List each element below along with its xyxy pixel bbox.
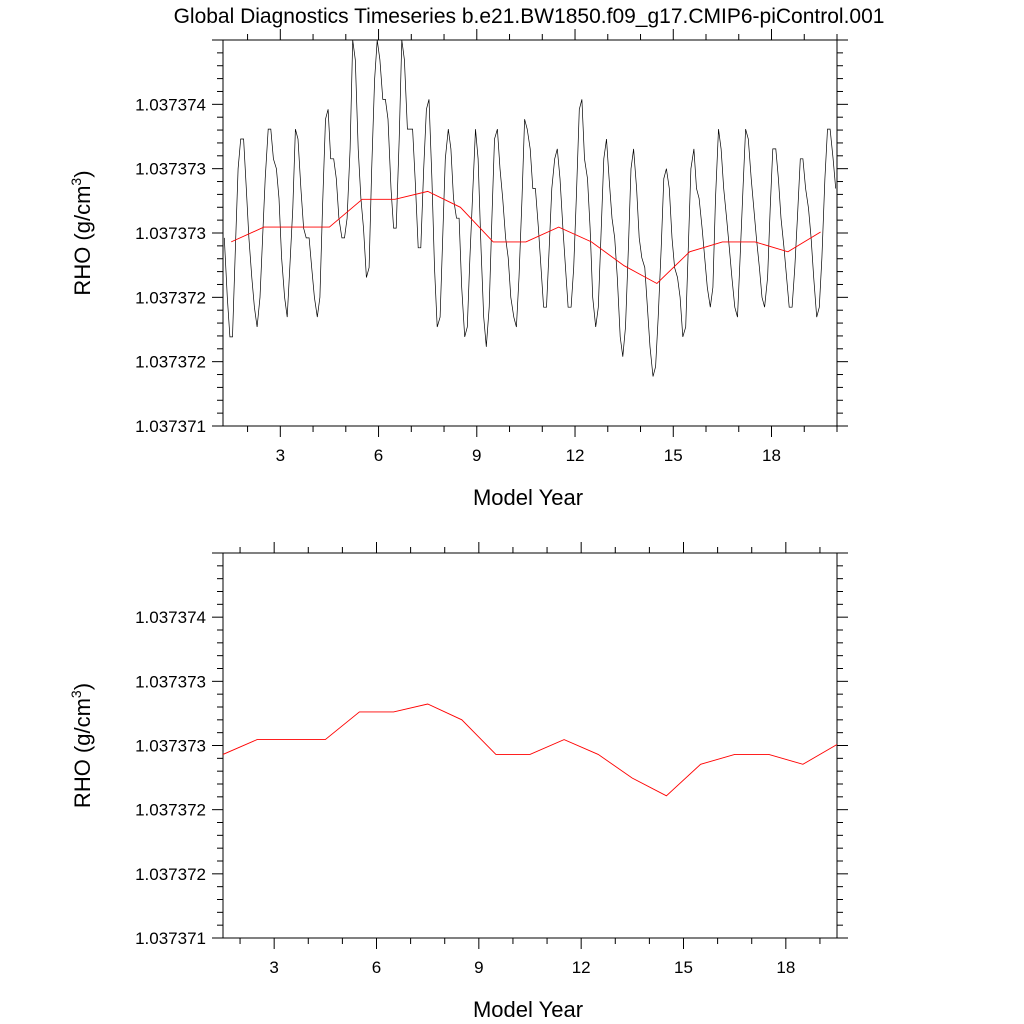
plot-frame bbox=[222, 552, 838, 939]
monthly-series-line bbox=[223, 40, 837, 377]
annual-mean-series-line bbox=[231, 190, 821, 285]
y-tick-label: 1.037374 bbox=[135, 95, 206, 114]
y-tick-label: 1.037373 bbox=[135, 737, 206, 756]
x-axis-title: Model Year bbox=[473, 997, 583, 1022]
y-axis-title-close: ) bbox=[70, 170, 95, 177]
x-tick-label: 6 bbox=[372, 958, 381, 977]
x-tick-label: 6 bbox=[374, 446, 383, 465]
y-axis-title: RHO (g/cm3) bbox=[68, 683, 95, 808]
bottom-panel: 3 6 9 12 15 18 1.037371 1.037372 1.037372 1.03737… bbox=[68, 542, 848, 1022]
annual-mean-series-line bbox=[223, 703, 837, 797]
y-axis-title-sup: 3 bbox=[68, 178, 84, 186]
y-axis-title-close: ) bbox=[70, 683, 95, 690]
y-tick-label: 1.037371 bbox=[135, 929, 206, 948]
x-tick-label: 3 bbox=[276, 446, 285, 465]
top-panel: 3 6 9 12 15 18 1.037371 1.037372 1.037372 1.03737… bbox=[68, 29, 848, 510]
y-tick-label: 1.037373 bbox=[135, 224, 206, 243]
x-tick-label: 9 bbox=[474, 958, 483, 977]
x-axis-title: Model Year bbox=[473, 485, 583, 510]
y-tick-label: 1.037371 bbox=[135, 417, 206, 436]
y-axis-title: RHO (g/cm3) bbox=[68, 170, 95, 295]
x-tick-label: 18 bbox=[762, 446, 781, 465]
plot-frame bbox=[222, 39, 838, 427]
y-tick-label: 1.037372 bbox=[135, 288, 206, 307]
x-tick-label: 15 bbox=[674, 958, 693, 977]
y-axis-title-main: RHO (g/cm bbox=[70, 698, 95, 808]
chart-title: Global Diagnostics Timeseries b.e21.BW18… bbox=[174, 5, 885, 28]
y-tick-label: 1.037372 bbox=[135, 801, 206, 820]
x-tick-label: 15 bbox=[664, 446, 683, 465]
x-tick-label: 12 bbox=[572, 958, 591, 977]
y-tick-label: 1.037373 bbox=[135, 160, 206, 179]
y-tick-label: 1.037372 bbox=[135, 353, 206, 372]
y-axis-title-main: RHO (g/cm bbox=[70, 186, 95, 296]
y-axis-title-sup: 3 bbox=[68, 690, 84, 698]
x-tick-label: 12 bbox=[566, 446, 585, 465]
x-tick-label: 3 bbox=[269, 958, 278, 977]
y-tick-label: 1.037373 bbox=[135, 672, 206, 691]
x-tick-label: 18 bbox=[776, 958, 795, 977]
x-tick-label: 9 bbox=[472, 446, 481, 465]
y-tick-label: 1.037372 bbox=[135, 865, 206, 884]
y-tick-label: 1.037374 bbox=[135, 608, 206, 627]
